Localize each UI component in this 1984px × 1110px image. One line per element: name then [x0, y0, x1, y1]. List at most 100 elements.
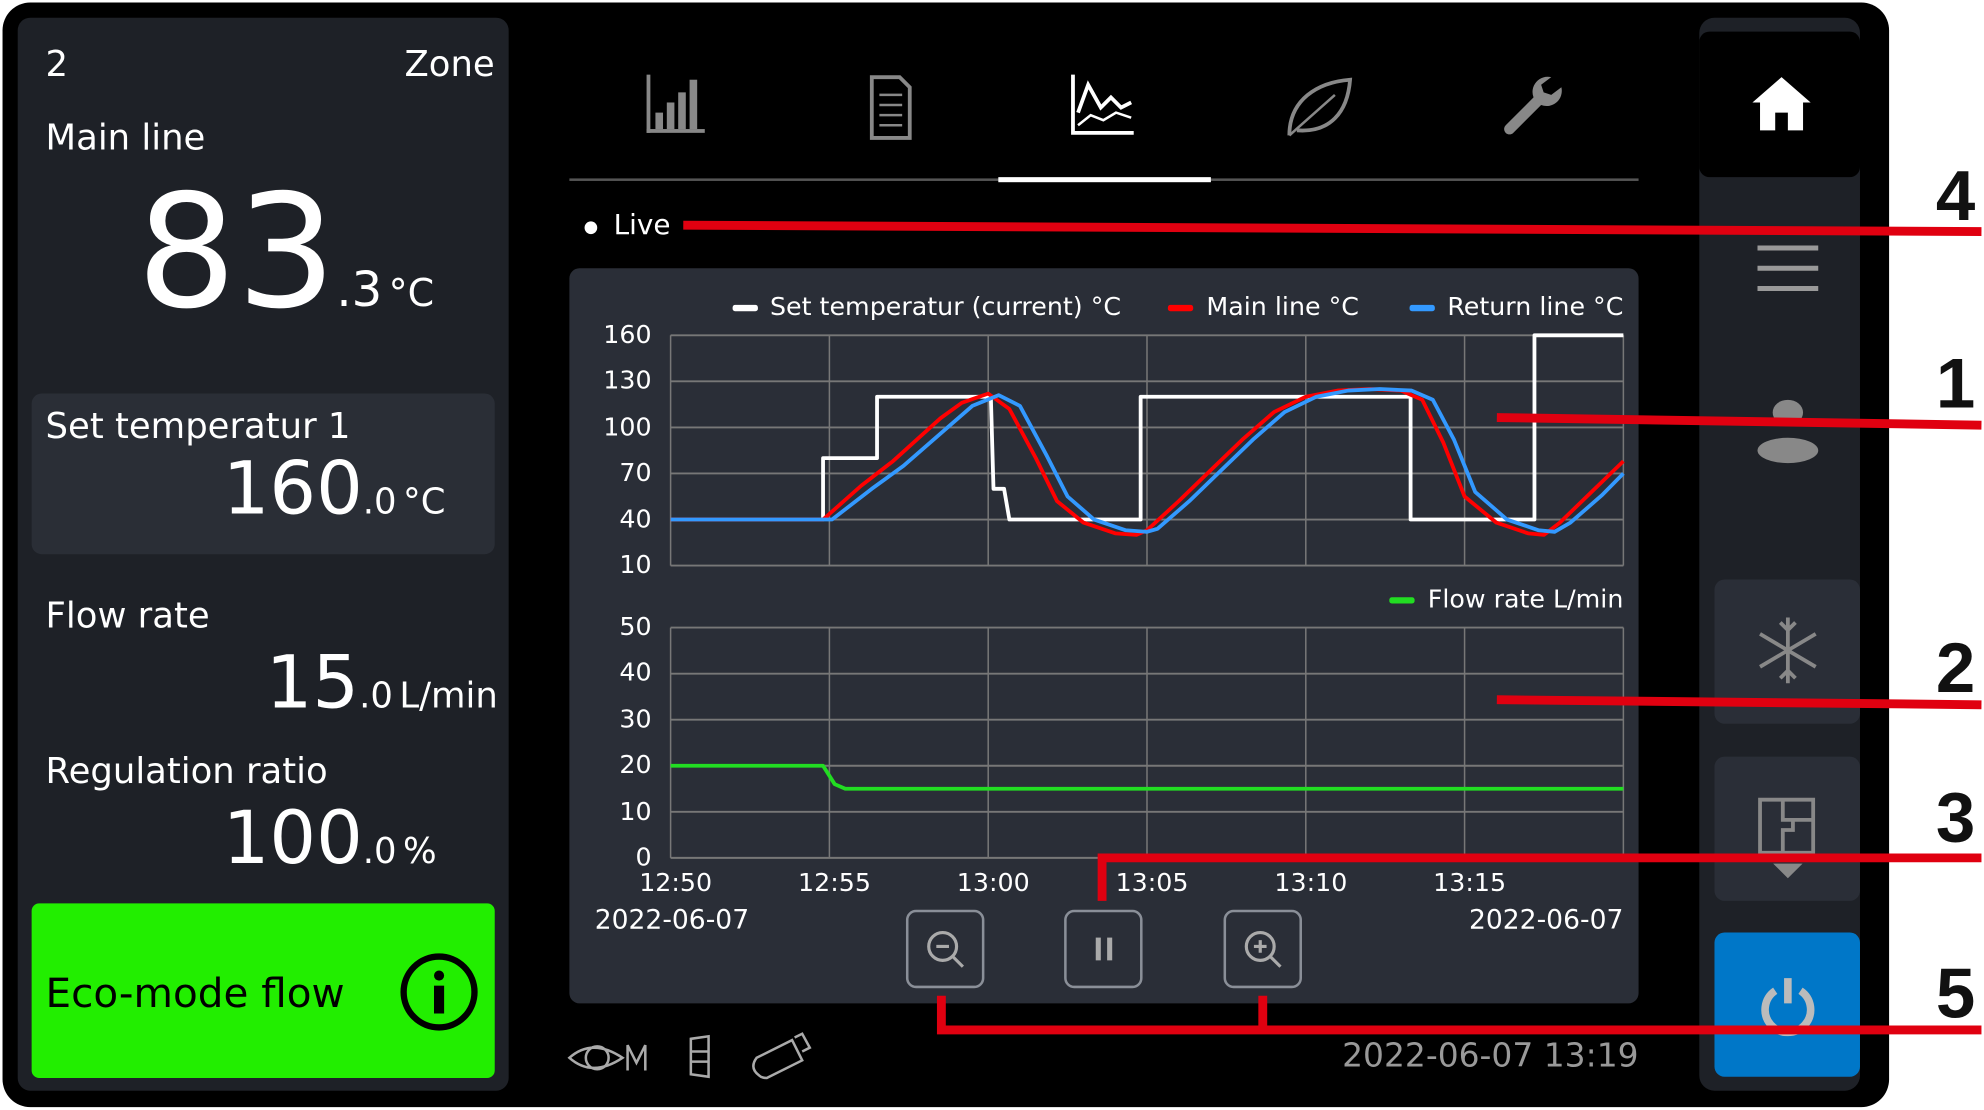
leaf-icon — [1287, 77, 1353, 137]
x-tick-label: 12:50 — [639, 866, 713, 898]
callout-2: 2 — [1935, 627, 1976, 708]
sidebar-home[interactable] — [1699, 31, 1860, 178]
legend-label: Flow rate L/min — [1427, 583, 1624, 614]
user-icon[interactable] — [1752, 395, 1823, 468]
y-tick-label: 50 — [619, 611, 652, 642]
y-tick-label: 20 — [619, 749, 652, 780]
eco-mode-flow-button[interactable]: Eco-mode flow — [31, 903, 495, 1079]
y-tick-label: 160 — [603, 318, 652, 350]
live-dot-icon — [584, 221, 598, 235]
power-icon — [1761, 978, 1815, 1037]
callout-4: 4 — [1935, 155, 1976, 236]
status-datetime: 2022-06-07 13:19 — [1342, 1037, 1639, 1076]
floor-plan-icon — [1758, 797, 1816, 879]
series-line-0 — [670, 763, 1624, 791]
x-tick-label: 13:00 — [956, 866, 1030, 898]
zoom-in-icon — [1244, 930, 1282, 968]
y-tick-label: 30 — [619, 703, 652, 734]
zone-label: Zone — [404, 43, 495, 85]
eye-m-icon — [567, 1044, 647, 1071]
y-tick-label: 10 — [619, 549, 652, 580]
y-tick-label: 100 — [603, 410, 652, 442]
main-line-unit: °C — [388, 272, 435, 317]
legend-swatch — [731, 304, 758, 312]
usb-stick-icon — [752, 1032, 812, 1080]
main-line-label: Main line — [45, 116, 206, 159]
tab-trend[interactable] — [1065, 70, 1141, 146]
filter-icon — [689, 1034, 710, 1079]
legend-main-line: Main line °C — [1168, 291, 1359, 322]
x-tick-label: 13:05 — [1115, 866, 1189, 898]
sidebar-cooling[interactable] — [1714, 579, 1860, 724]
legend-return-line: Return line °C — [1409, 291, 1623, 321]
zoom-in-button[interactable] — [1223, 909, 1302, 989]
bar-chart-icon — [646, 74, 705, 133]
zoom-out-icon — [927, 930, 965, 968]
set-temperature-box[interactable] — [31, 393, 495, 555]
pause-button[interactable] — [1064, 909, 1143, 989]
regulation-label: Regulation ratio — [45, 750, 328, 793]
series-line-2 — [670, 387, 1625, 534]
set-temp-int: 160 — [222, 445, 363, 532]
legend-flow-rate: Flow rate L/min — [1389, 583, 1624, 614]
series-line-1 — [670, 387, 1625, 537]
x-date-left: 2022-06-07 — [594, 904, 750, 936]
tab-eco[interactable] — [1279, 70, 1355, 146]
eco-mode-label: Eco-mode flow — [45, 969, 345, 1018]
info-icon[interactable] — [399, 952, 480, 1033]
legend-label: Set temperatur (current) °C — [769, 291, 1122, 322]
live-label: Live — [613, 210, 671, 242]
series-line-0 — [670, 333, 1624, 522]
flow-rate-dec: .0 — [359, 674, 393, 717]
menu-icon[interactable] — [1752, 240, 1823, 296]
y-tick-label: 40 — [619, 503, 652, 534]
flow-rate-unit: L/min — [399, 674, 498, 717]
flow-rate-value: 15.0 L/min — [266, 639, 498, 725]
y-tick-label: 40 — [619, 657, 652, 688]
legend-swatch — [1409, 304, 1435, 312]
regulation-value: 100.0 % — [223, 795, 437, 881]
x-tick-label: 12:55 — [797, 866, 871, 898]
zoom-out-button[interactable] — [905, 909, 985, 989]
document-icon — [869, 75, 912, 140]
main-line-value: 83.3 °C — [137, 162, 434, 344]
x-tick-label: 13:15 — [1433, 866, 1507, 898]
legend-label: Return line °C — [1447, 291, 1624, 322]
tab-statistics[interactable] — [636, 70, 712, 146]
callout-5: 5 — [1935, 952, 1976, 1033]
home-icon — [1752, 77, 1811, 131]
callout-1: 1 — [1935, 342, 1976, 423]
set-temp-value: 160.0 °C — [223, 445, 446, 531]
sidebar-floor-plan[interactable] — [1714, 756, 1860, 901]
wrench-icon — [1504, 76, 1562, 135]
x-tick-label: 13:10 — [1274, 866, 1348, 898]
zone-number: 2 — [45, 43, 69, 85]
snowflake-icon — [1759, 617, 1817, 684]
set-temp-dec: .0 — [362, 480, 397, 523]
main-line-dec: .3 — [336, 261, 383, 318]
legend-swatch — [1168, 304, 1194, 312]
legend-swatch — [1389, 597, 1416, 604]
sidebar — [1699, 17, 1860, 1091]
tab-service[interactable] — [1493, 70, 1569, 146]
legend-label: Main line °C — [1206, 291, 1359, 322]
set-temp-label: Set temperatur 1 — [45, 404, 351, 447]
tab-log[interactable] — [852, 70, 928, 146]
y-tick-label: 10 — [619, 795, 652, 826]
y-tick-label: 70 — [619, 457, 652, 488]
y-tick-label: 0 — [635, 841, 652, 872]
flow-rate-label: Flow rate — [45, 594, 210, 637]
regulation-unit: % — [403, 830, 437, 872]
sidebar-power[interactable] — [1714, 932, 1860, 1077]
regulation-int: 100 — [222, 794, 363, 881]
active-tab-indicator — [998, 177, 1211, 183]
callout-3: 3 — [1935, 776, 1976, 857]
line-chart-icon — [1071, 74, 1134, 135]
flow-rate-int: 15 — [265, 638, 360, 726]
legend-set-temp: Set temperatur (current) °C — [731, 291, 1122, 322]
regulation-dec: .0 — [362, 830, 397, 872]
main-line-int: 83 — [136, 161, 337, 345]
pause-icon — [1095, 937, 1113, 961]
